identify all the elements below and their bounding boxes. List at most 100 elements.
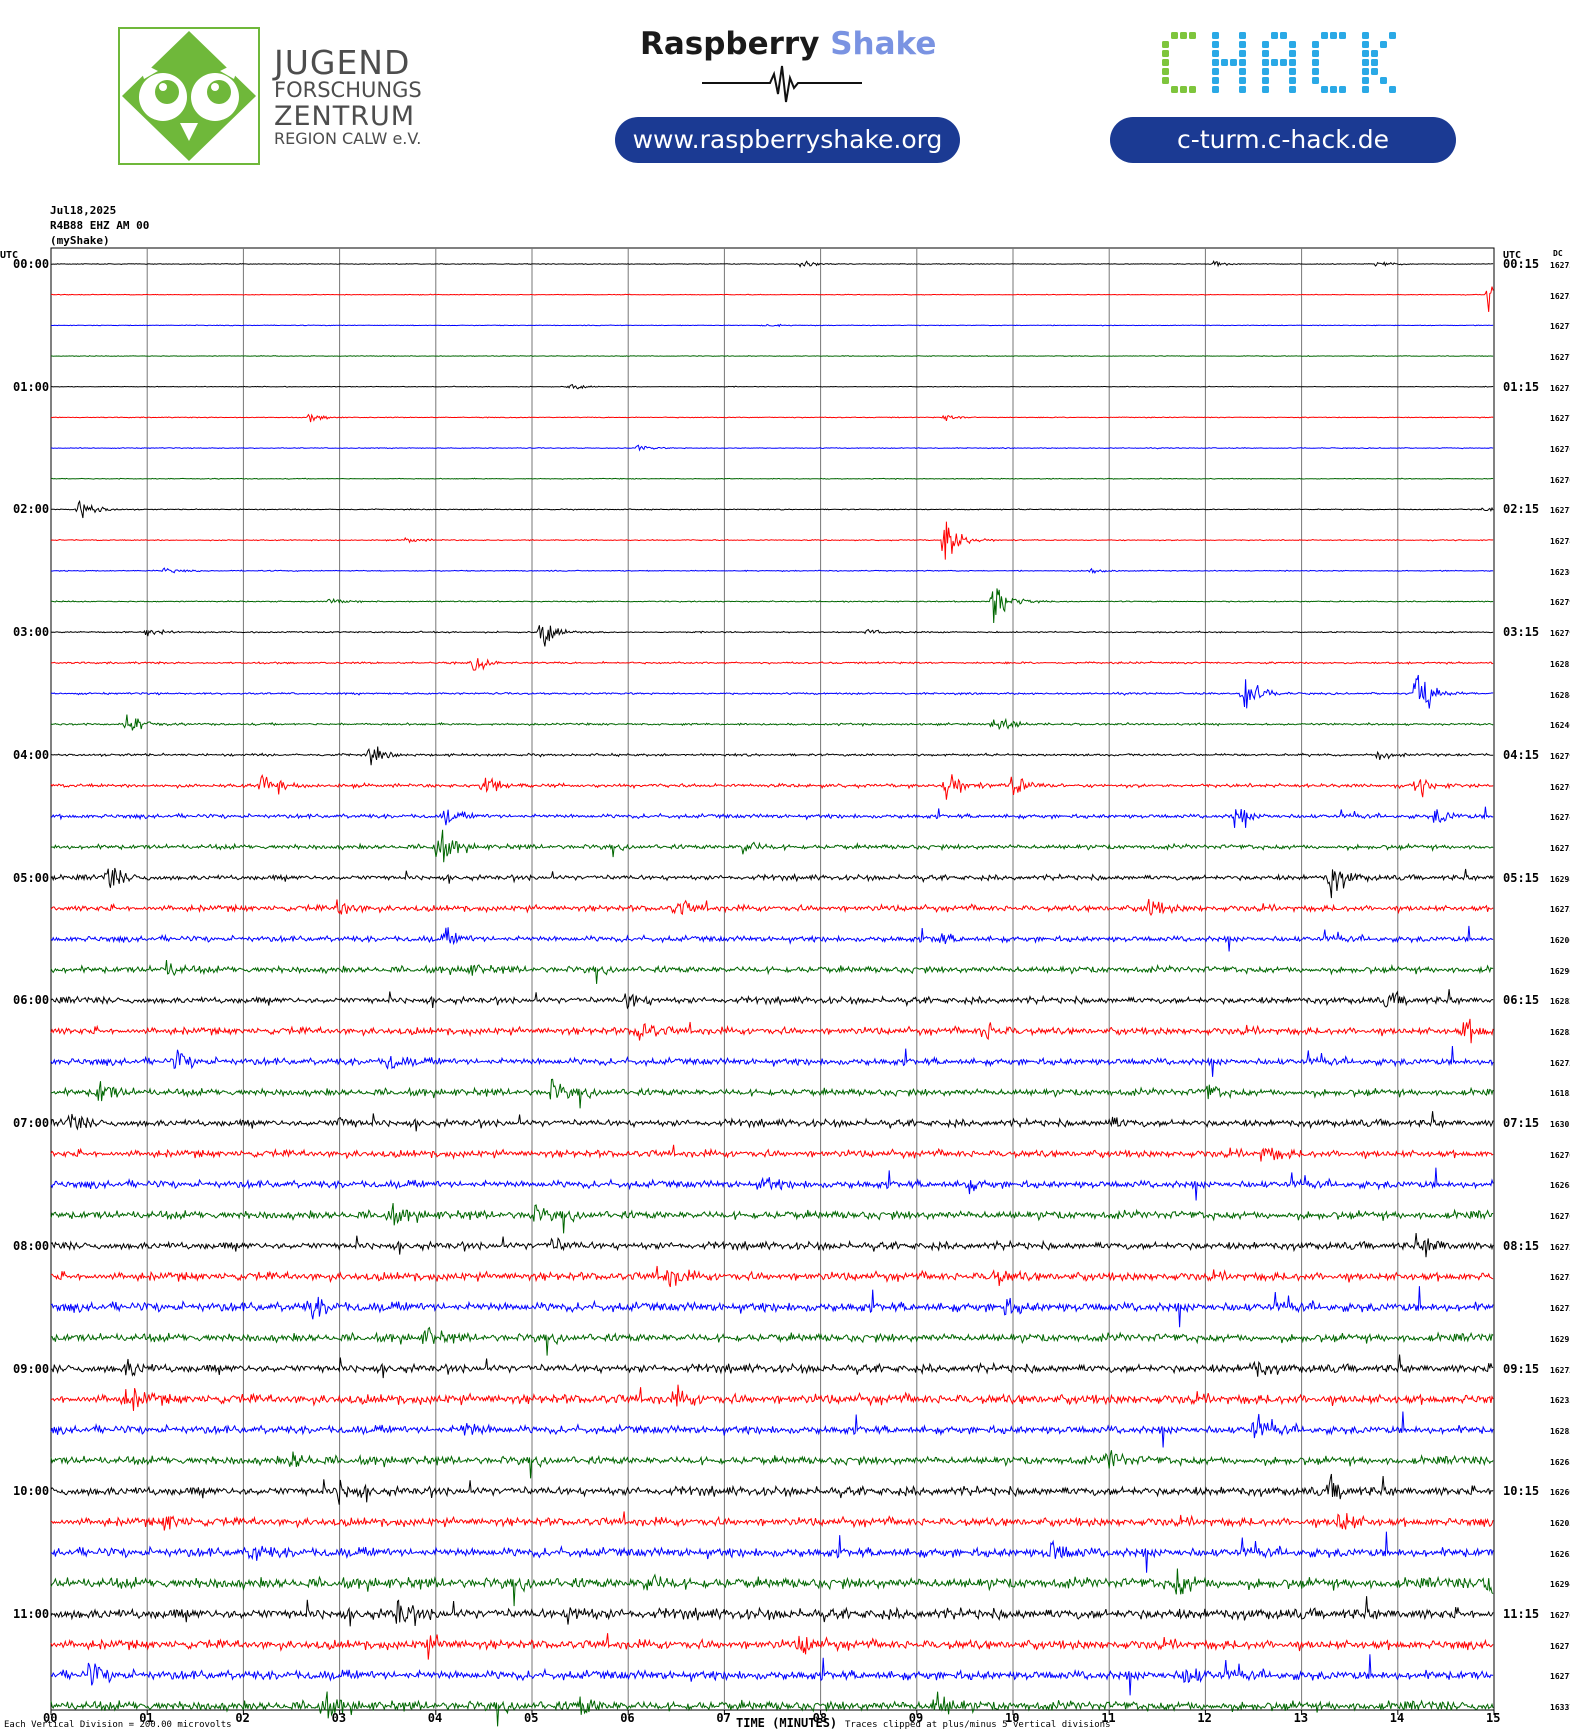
dc-offset-label: 16272	[1550, 1058, 1570, 1068]
chack-logo-pixel	[1280, 59, 1287, 66]
network-name: (myShake)	[50, 234, 110, 247]
dc-offset-label: 16276	[1550, 782, 1570, 792]
dc-offset-label: 16272	[1550, 1304, 1570, 1314]
dc-offset-label: 16277	[1550, 1672, 1570, 1682]
chack-logo-pixel	[1330, 32, 1337, 39]
left-time-label: 06:00	[13, 993, 50, 1008]
chack-logo-pixel	[1271, 59, 1278, 66]
chack-logo-pixel	[1212, 59, 1219, 66]
seismic-trace	[50, 1354, 1494, 1379]
seismic-trace	[50, 1233, 1494, 1258]
utc-right-label: UTC	[1503, 250, 1522, 261]
seismic-trace	[50, 1326, 1494, 1356]
dc-offset-label: 16260	[1550, 1488, 1570, 1498]
raspberry-shake-logo-text: Raspberry Shake	[640, 26, 940, 62]
chack-logo-pixel	[1239, 86, 1246, 93]
chack-logo-pixel	[1380, 77, 1387, 84]
x-tick-label: 05	[524, 1711, 539, 1725]
seismic-trace	[50, 806, 1494, 828]
chack-logo-pixel	[1312, 59, 1319, 66]
seismic-trace	[50, 1078, 1494, 1109]
seismic-trace	[50, 1568, 1494, 1607]
dc-offset-label: 16279	[1550, 751, 1570, 761]
dc-offset-label: 16301	[1550, 1120, 1570, 1130]
x-tick-label: 13	[1293, 1711, 1309, 1725]
x-tick-label: 15	[1486, 1711, 1501, 1725]
x-tick-label: 04	[427, 1711, 443, 1725]
dc-offset-label: 16272	[1550, 1365, 1570, 1375]
chack-logo-pixel	[1289, 59, 1296, 66]
chack-logo-pixel	[1380, 41, 1387, 48]
dc-offset-label: 16276	[1550, 1212, 1570, 1222]
seismic-trace	[51, 444, 1494, 452]
x-tick-label: 01	[139, 1711, 154, 1725]
seismic-trace	[51, 383, 1494, 390]
seismic-trace	[50, 959, 1494, 984]
dc-offset-label: 16277	[1550, 353, 1570, 363]
left-time-label: 01:00	[13, 379, 50, 394]
dc-offset-label: 16277	[1550, 506, 1570, 516]
dc-offset-label: 16294	[1550, 1580, 1570, 1590]
plot-frame	[50, 247, 1495, 1711]
dc-offset-label: 16279	[1550, 629, 1570, 639]
chack-logo-pixel	[1212, 41, 1219, 48]
dc-header-label: DC	[1553, 249, 1563, 258]
seismic-trace	[50, 658, 1494, 671]
right-time-label: 07:15	[1503, 1116, 1540, 1131]
chack-logo-pixel	[1212, 86, 1219, 93]
chack-logo-pixel	[1239, 50, 1246, 57]
dc-offset-label: 16235	[1550, 1396, 1570, 1406]
dc-offset-label: 16273	[1550, 1273, 1570, 1283]
dc-offset-label: 16275	[1550, 291, 1570, 301]
raspberryshake-url-link[interactable]: www.raspberryshake.org	[615, 117, 960, 163]
dc-offset-label: 16272	[1550, 1242, 1570, 1252]
chack-logo-pixel	[1239, 41, 1246, 48]
chack-logo-pixel	[1239, 77, 1246, 84]
x-tick-label: 06	[620, 1711, 635, 1725]
chack-logo-pixel	[1312, 68, 1319, 75]
dc-offset-label: 16298	[1550, 874, 1570, 884]
chack-pixel-logo	[1162, 32, 1396, 93]
shake-word: Shake	[830, 26, 937, 62]
chack-logo-pixel	[1321, 32, 1328, 39]
chack-logo-pixel	[1362, 32, 1369, 39]
seismic-trace	[50, 1450, 1494, 1479]
left-time-label: 00:00	[13, 257, 50, 271]
dc-offset-label: 16268	[1550, 1457, 1570, 1467]
seismic-trace	[50, 1265, 1494, 1288]
chack-logo-pixel	[1312, 41, 1319, 48]
right-time-label: 00:15	[1503, 257, 1540, 271]
seismic-trace	[50, 1473, 1494, 1505]
chack-logo-pixel	[1189, 86, 1196, 93]
seismic-trace	[50, 625, 1494, 647]
chack-logo-pixel	[1389, 86, 1396, 93]
seismic-trace	[50, 1531, 1494, 1573]
dc-offset-label: 16205	[1550, 1518, 1570, 1528]
chack-logo-pixel	[1362, 86, 1369, 93]
dc-offset-label: 16277	[1550, 414, 1570, 424]
chack-logo-pixel	[1312, 77, 1319, 84]
chack-logo-pixel	[1162, 50, 1169, 57]
scale-note: Each Vertical Division = 200.00 microvol…	[4, 1720, 232, 1730]
seismic-trace	[50, 1018, 1494, 1044]
seismic-trace	[50, 989, 1494, 1010]
chack-logo-pixel	[1362, 50, 1369, 57]
chack-logo-pixel	[1339, 86, 1346, 93]
right-time-label: 01:15	[1503, 379, 1540, 394]
right-time-label: 02:15	[1503, 502, 1540, 517]
chack-logo-pixel	[1280, 32, 1287, 39]
station-id: R4B88 EHZ AM 00	[50, 219, 150, 232]
dc-offset-label: 16285	[1550, 1426, 1570, 1436]
dc-offset-label: 16284	[1550, 690, 1570, 700]
dc-offset-label: 16268	[1550, 1181, 1570, 1191]
chack-logo-pixel	[1362, 68, 1369, 75]
left-time-label: 05:00	[13, 870, 50, 885]
chack-url-link[interactable]: c-turm.c-hack.de	[1110, 117, 1456, 163]
chack-logo-pixel	[1339, 32, 1346, 39]
chack-logo-pixel	[1212, 77, 1219, 84]
seismic-trace	[50, 1167, 1494, 1201]
right-time-label: 10:15	[1503, 1484, 1540, 1499]
chack-logo-pixel	[1362, 41, 1369, 48]
